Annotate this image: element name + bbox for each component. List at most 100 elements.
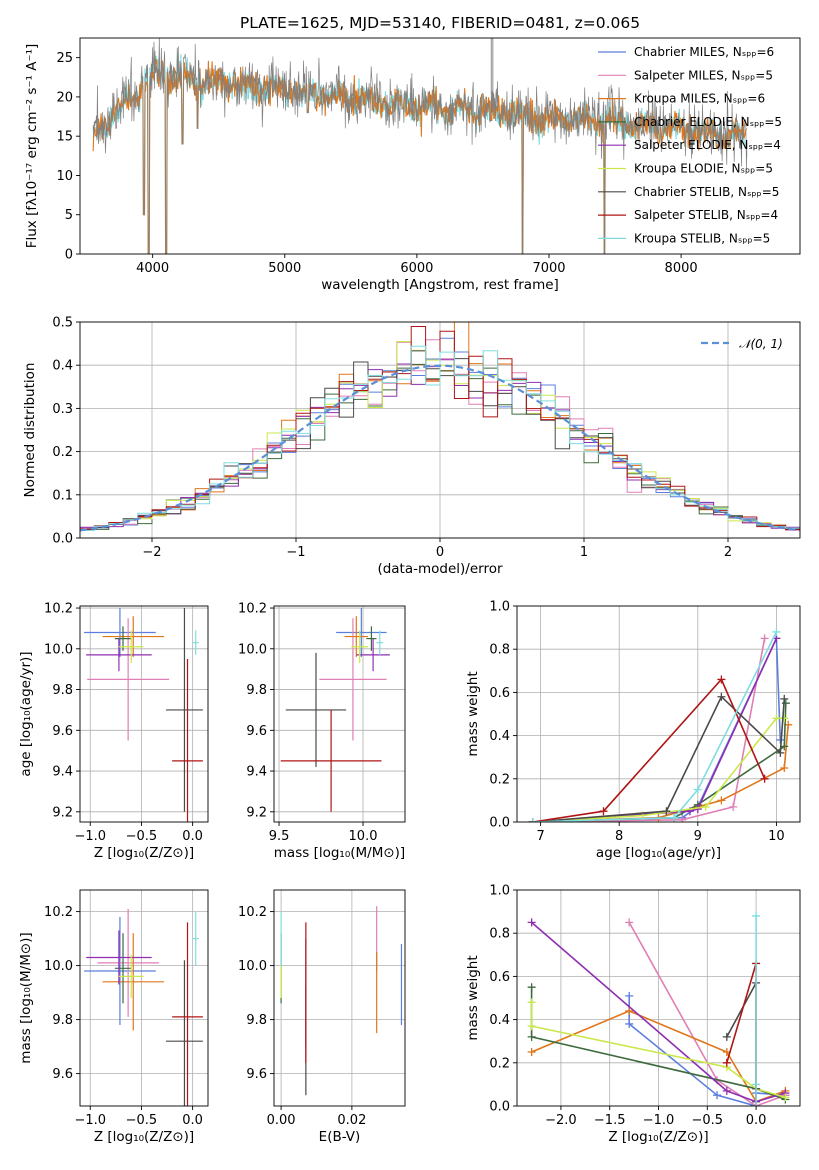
x-axis-label: age [log₁₀(age/yr)] (596, 845, 721, 861)
axes-frame (79, 37, 801, 255)
x-axis-label: Z [log₁₀(Z/Z⊙)] (608, 1129, 708, 1145)
weight-line (532, 677, 766, 822)
y-tick-label: 10.0 (238, 959, 267, 974)
data-layer (80, 38, 800, 1106)
legend-label: Chabrier ELODIE, Nₛₚₚ=5 (634, 115, 782, 129)
x-axis-label: wavelength [Angstrom, rest frame] (321, 277, 559, 293)
legend-label: Salpeter ELODIE, Nₛₚₚ=4 (634, 138, 781, 152)
legend-label: Kroupa MILES, Nₛₚₚ=6 (634, 92, 765, 106)
weight-marker (662, 807, 671, 816)
y-tick-label: 0.8 (489, 927, 510, 942)
normal-curve (80, 364, 800, 532)
axes-frame (516, 605, 801, 823)
y-tick-label: 9.4 (246, 765, 267, 780)
weight-marker (772, 714, 781, 723)
y-axis-label: Normed distribution (22, 363, 38, 498)
x-tick-label: 10 (768, 829, 785, 844)
x-tick-label: 0.0 (182, 829, 203, 844)
x-tick-label: 0.0 (182, 1113, 203, 1128)
axes-frame (79, 889, 209, 1107)
x-tick-label: −1.0 (74, 829, 106, 844)
x-tick-label: 7 (536, 829, 544, 844)
weight-marker (527, 1048, 536, 1056)
weight-marker (599, 807, 608, 816)
y-tick-label: 0.4 (489, 729, 510, 744)
weight-marker (527, 1022, 536, 1031)
weight-marker (701, 802, 710, 811)
x-tick-label: −0.5 (126, 829, 158, 844)
x-tick-label: −1.0 (643, 1113, 675, 1128)
y-tick-label: 9.8 (246, 1013, 267, 1028)
y-tick-label: 9.8 (52, 1013, 73, 1028)
weight-marker (729, 802, 738, 811)
x-tick-label: 2 (724, 545, 732, 560)
legend-label: Salpeter STELIB, Nₛₚₚ=4 (634, 208, 778, 222)
figure-title: PLATE=1625, MJD=53140, FIBERID=0481, z=0… (240, 14, 640, 32)
frame-layer (76, 37, 801, 1110)
y-tick-label: 9.8 (52, 683, 73, 698)
weight-marker (722, 1058, 731, 1067)
y-axis-label: Flux [fλ10⁻¹⁷ erg cm⁻² s⁻¹ A⁻¹] (24, 44, 40, 249)
weight-marker (693, 785, 702, 794)
weight-marker (527, 983, 536, 992)
y-tick-label: 0.0 (52, 532, 73, 547)
y-tick-label: 10.2 (44, 602, 73, 617)
weight-marker (717, 692, 726, 701)
weight-marker (772, 627, 781, 636)
weight-marker (752, 911, 761, 920)
y-tick-label: 10.2 (238, 905, 267, 920)
legend-layer: Chabrier MILES, Nₛₚₚ=6 Salpeter MILES, Nₛ… (598, 45, 783, 351)
weight-marker (760, 634, 769, 643)
weight-marker (776, 748, 785, 757)
x-axis-label: (data-model)/error (377, 561, 503, 577)
y-tick-label: 0.0 (489, 816, 510, 831)
mass-vs-EBV-points (280, 906, 403, 1096)
legend-label: Kroupa ELODIE, Nₛₚₚ=5 (634, 162, 773, 176)
weight-marker (625, 918, 634, 927)
x-axis-label: Z [log₁₀(Z/Z⊙)] (94, 1129, 194, 1145)
legend-label: Salpeter MILES, Nₛₚₚ=5 (634, 68, 773, 82)
x-tick-label: −2.0 (545, 1113, 577, 1128)
y-tick-label: 9.2 (246, 805, 267, 820)
x-tick-label: 10.0 (349, 829, 378, 844)
axes-frame (79, 605, 209, 823)
y-axis-label: mass [log₁₀(M/M⊙)] (18, 932, 34, 1063)
x-tick-label: 0.0 (746, 1113, 767, 1128)
weight-vs-age-lines (528, 627, 793, 822)
weight-line (531, 921, 786, 1103)
y-tick-label: 10 (56, 169, 73, 184)
x-tick-label: −1.0 (74, 1113, 106, 1128)
weight-marker (780, 764, 789, 772)
y-tick-label: 15 (56, 130, 73, 145)
axes-frame (273, 605, 406, 823)
x-tick-label: 1 (580, 545, 588, 560)
y-tick-label: 9.2 (52, 805, 73, 820)
weight-marker (678, 815, 687, 822)
weight-marker (670, 813, 679, 822)
axes-frame (516, 889, 801, 1107)
y-tick-label: 0.6 (489, 686, 510, 701)
y-tick-label: 20 (56, 90, 73, 105)
data-spectrum (92, 38, 748, 254)
y-tick-label: 10.2 (238, 602, 267, 617)
weight-line (532, 631, 778, 822)
y-tick-label: 10.0 (44, 959, 73, 974)
y-tick-label: 0.4 (52, 359, 73, 374)
weight-vs-Z-lines (527, 911, 790, 1106)
weight-marker (752, 1102, 761, 1106)
y-tick-label: 10.0 (44, 642, 73, 657)
y-axis-label: mass weight (465, 671, 481, 756)
y-tick-label: 1.0 (489, 600, 510, 615)
weight-marker (717, 796, 726, 805)
x-tick-label: 4000 (136, 261, 169, 276)
weight-marker (781, 1093, 790, 1102)
weight-marker (527, 918, 536, 927)
x-tick-label: 5000 (268, 261, 301, 276)
y-tick-label: 0.3 (52, 402, 73, 417)
x-tick-label: 0.02 (337, 1113, 366, 1128)
y-tick-label: 0.2 (489, 772, 510, 787)
spectrum-plot (92, 38, 748, 254)
y-tick-label: 0.2 (52, 445, 73, 460)
legend-label: Kroupa STELIB, Nₛₚₚ=5 (634, 231, 770, 245)
